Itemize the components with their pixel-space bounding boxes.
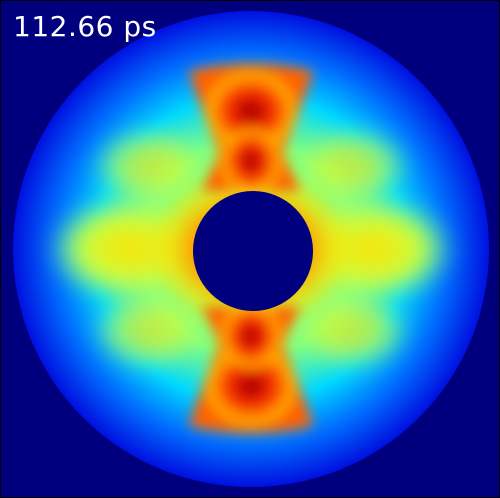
bottom-lobe (189, 301, 313, 434)
top-lobe (189, 63, 313, 196)
central-hole (193, 191, 313, 311)
time-label: 112.66 ps (13, 10, 157, 43)
